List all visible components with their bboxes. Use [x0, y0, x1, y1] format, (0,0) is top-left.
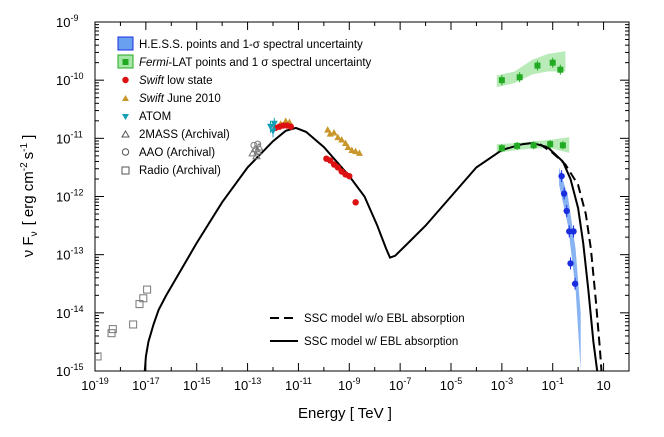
swift-june-point [352, 147, 360, 155]
hess-point [563, 207, 570, 215]
fermi-high-point [549, 59, 556, 66]
radio-point [95, 352, 102, 361]
fermi-low-point [559, 142, 566, 149]
swift-low-point [334, 164, 342, 171]
swift-june-point [334, 133, 342, 141]
radio-point [107, 329, 116, 338]
y-tick-label: 10-14 [56, 304, 83, 321]
x-tick-label: 10-1 [541, 376, 563, 393]
x-tick-label: 10-9 [338, 376, 360, 393]
legend-marker-radio [121, 166, 130, 175]
y-tick-label: 10-11 [56, 129, 83, 146]
fermi-low-point [530, 142, 537, 149]
x-tick-label: 10-19 [81, 376, 108, 393]
swift-low-point [352, 199, 359, 206]
swift-june-point [355, 149, 363, 156]
legend-marker-fermi [122, 59, 129, 65]
aao-point [250, 141, 258, 149]
aao-point [254, 140, 262, 148]
legend-label-swift-june: Swift June 2010 [139, 93, 221, 105]
legend: H.E.S.S. points and 1-σ spectral uncerta… [117, 36, 465, 348]
axis-ticks [94, 21, 630, 372]
legend-marker-swift-low [122, 76, 129, 84]
x-tick-label: 10-17 [132, 376, 159, 393]
hess-point [558, 172, 565, 180]
legend-marker-swift-june [122, 95, 129, 101]
y-tick-label: 10-10 [56, 71, 83, 88]
x-tick-label: 10-3 [491, 376, 513, 393]
ssc-ebl-curve [143, 126, 599, 371]
x-tick-label: 10-11 [285, 376, 312, 393]
legend-label-hess: H.E.S.S. points and 1-σ spectral uncerta… [139, 39, 363, 51]
fermi-high-point [534, 62, 541, 69]
fermi-low-point [547, 141, 554, 148]
legend-label-ssc-no-ebl: SSC model w/o EBL absorption [304, 313, 465, 325]
y-tick-label: 10-13 [56, 246, 83, 263]
legend-marker-aao [121, 148, 130, 156]
legend-marker-2mass [121, 130, 130, 138]
fermi-low-point [498, 145, 505, 152]
swift-low-point [327, 157, 334, 164]
x-tick-label: 10-5 [440, 376, 462, 393]
y-axis-title: ν Fν[ erg cm-2s-1] [19, 135, 40, 258]
hess-point [570, 228, 577, 235]
legend-label-atom: ATOM [139, 111, 171, 123]
swift-low-point [287, 123, 294, 130]
hess-point [571, 280, 579, 287]
swift-june-point [348, 146, 356, 153]
swift-june-point [282, 117, 290, 124]
legend-label-2mass: 2MASS (Archival) [139, 129, 230, 141]
y-tick-label: 10-12 [56, 188, 83, 205]
swift-june-point [330, 129, 338, 136]
x-tick-label: 10 [596, 378, 610, 393]
swift-june-point [324, 126, 332, 133]
x-tick-labels: 10-19 10-17 10-15 10-13 10-11 10-9 10-7 … [81, 376, 611, 393]
atom-point [269, 128, 277, 135]
legend-label-swift-low: Swift low state [139, 75, 213, 87]
legend-swatch-hess [117, 36, 134, 51]
atom-point [266, 123, 274, 131]
x-tick-label: 10-13 [234, 376, 261, 393]
twomass-point [253, 146, 263, 155]
fermi-high-point [557, 66, 564, 73]
legend-label-radio: Radio (Archival) [139, 165, 221, 177]
y-tick-labels: 10-9 10-10 10-11 10-12 10-13 10-14 10-15 [56, 13, 83, 379]
fermi-band-high [496, 51, 566, 88]
radio-point [108, 325, 117, 334]
data-layer [95, 51, 603, 371]
twomass-point [248, 148, 257, 157]
radio-point [143, 285, 152, 294]
hess-band [559, 167, 581, 371]
legend-label-aao: AAO (Archival) [139, 147, 215, 159]
swift-june-point [338, 135, 346, 143]
swift-june-point [344, 143, 352, 151]
hess-point [560, 190, 568, 197]
swift-low-point [346, 172, 353, 180]
fermi-low-point [514, 142, 521, 149]
radio-point [129, 320, 138, 329]
legend-label-fermi: Fermi-LAT points and 1 σ spectral uncert… [139, 57, 372, 69]
swift-june-point [341, 139, 349, 146]
twomass-point [252, 151, 261, 160]
y-tick-label: 10-9 [56, 13, 78, 30]
radio-point [139, 294, 148, 303]
legend-label-ssc-ebl: SSC model w/ EBL absorption [304, 336, 458, 348]
x-axis-title: Energy [ TeV ] [298, 405, 392, 422]
legend-marker-atom [122, 114, 129, 120]
x-tick-label: 10-7 [389, 376, 411, 393]
y-tick-label: 10-15 [56, 362, 83, 379]
hess-point [567, 260, 574, 267]
fermi-high-point [498, 77, 505, 84]
atom-point [270, 120, 278, 128]
fermi-high-point [516, 74, 523, 81]
x-tick-label: 10-15 [183, 376, 210, 393]
